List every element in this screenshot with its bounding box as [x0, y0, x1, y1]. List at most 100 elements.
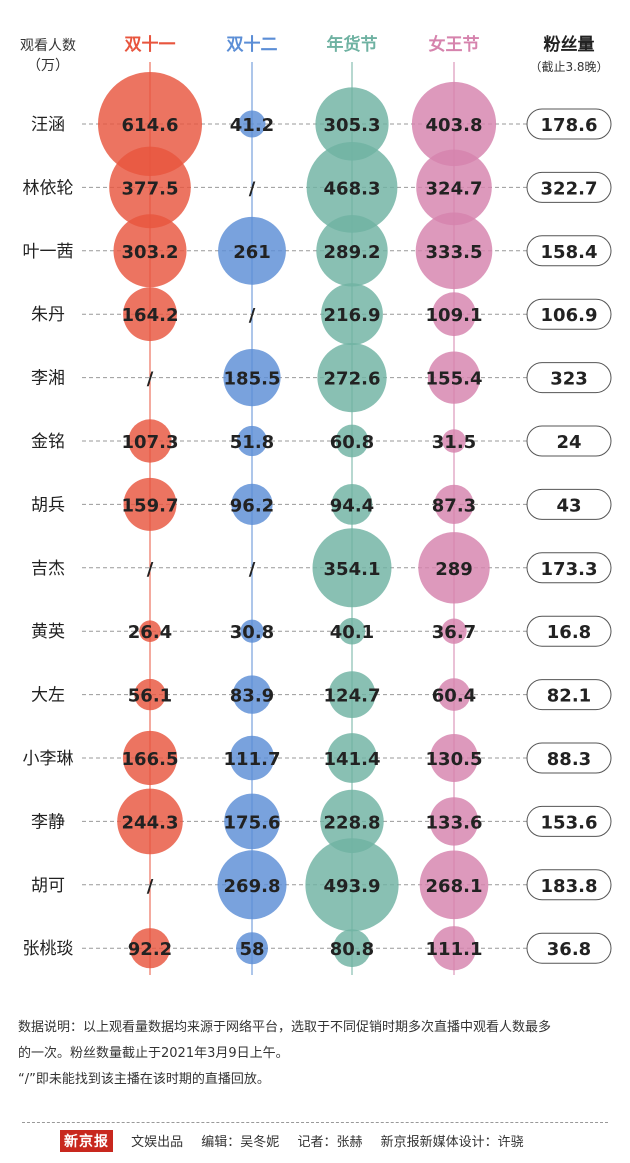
bubble-value-label: 403.8 — [426, 115, 483, 136]
bubble — [338, 617, 366, 645]
bubble — [306, 142, 398, 233]
fans-pill — [526, 615, 612, 647]
bubble — [139, 620, 161, 642]
fans-pill — [526, 235, 612, 267]
bubble-value-label: / — [249, 305, 256, 326]
row-name: 吉杰 — [31, 559, 65, 579]
fans-header: 粉丝量 — [544, 34, 595, 55]
bubble — [217, 850, 287, 920]
bubble — [238, 110, 266, 138]
bubble — [218, 216, 286, 285]
fans-value: 173.3 — [541, 559, 598, 580]
bubble-value-label: / — [147, 876, 154, 897]
bubble-value-label: 96.2 — [230, 495, 274, 516]
bubble-value-label: 36.7 — [432, 622, 476, 643]
fans-value: 323 — [550, 369, 588, 390]
fans-value: 16.8 — [547, 622, 591, 643]
fans-value: 178.6 — [541, 115, 598, 136]
bubble — [333, 929, 371, 968]
bubble-value-label: 333.5 — [426, 242, 483, 263]
bubble — [317, 343, 387, 413]
bubble-value-label: 56.1 — [128, 686, 172, 707]
bubble — [434, 484, 474, 524]
bubble-value-label: 228.8 — [324, 812, 381, 833]
bubble-value-label: 216.9 — [324, 305, 381, 326]
bubble — [316, 215, 388, 287]
row-name: 大左 — [31, 686, 65, 706]
bubble-value-label: 107.3 — [122, 432, 179, 453]
fans-pill — [526, 488, 612, 520]
fans-value: 82.1 — [547, 686, 591, 707]
bubble-value-label: / — [147, 559, 154, 580]
row-name: 李静 — [31, 812, 65, 832]
bubble — [327, 733, 377, 783]
bubble-value-label: 269.8 — [224, 876, 281, 897]
bubble — [331, 484, 373, 525]
bubble-value-label: 493.9 — [324, 876, 381, 897]
bubble — [123, 477, 177, 531]
bubble-value-label: / — [147, 369, 154, 390]
row-name: 胡兵 — [31, 495, 65, 515]
bubble-value-label: 244.3 — [122, 812, 179, 833]
bubble — [427, 351, 481, 404]
fans-pill — [526, 742, 612, 774]
bubble — [415, 212, 493, 290]
row-name: 李湘 — [31, 369, 65, 389]
credit-designer: 新京报新媒体设计：许骁 — [380, 1135, 524, 1150]
credit-producer: 文娱出品 — [131, 1135, 184, 1150]
bubble-value-label: / — [249, 559, 256, 580]
row-name: 金铭 — [31, 432, 65, 452]
bubble — [129, 928, 171, 969]
fans-value: 36.8 — [547, 939, 591, 960]
bubble-value-label: 109.1 — [426, 305, 483, 326]
bubble — [411, 81, 497, 167]
bubble — [416, 149, 492, 226]
column-header-2: 双十二 — [227, 34, 278, 55]
credit-reporter: 记者：张赫 — [297, 1135, 363, 1150]
row-name: 叶一茜 — [23, 242, 74, 262]
row-name: 林依轮 — [23, 178, 74, 198]
row-name: 胡可 — [31, 876, 65, 896]
fans-pill — [526, 425, 612, 457]
bubble-value-label: 289.2 — [324, 242, 381, 263]
bubble — [223, 349, 281, 407]
bubble-value-label: 80.8 — [330, 939, 374, 960]
bubble-value-label: 26.4 — [128, 622, 172, 643]
data-note-line1: 数据说明：以上观看量数据均来源于网络平台，选取于不同促销时期多次直播中观看人数最… — [18, 1020, 552, 1035]
credits-footer: 新京报 文娱出品 编辑：吴冬妮 记者：张赫 新京报新媒体设计：许骁 — [60, 1130, 538, 1152]
fans-value: 322.7 — [541, 178, 598, 199]
bubble-value-label: 30.8 — [230, 622, 274, 643]
row-name: 小李琳 — [23, 749, 74, 769]
bubble-value-label: 111.7 — [224, 749, 281, 770]
bubble-value-label: 94.4 — [330, 495, 374, 516]
bubble — [441, 618, 467, 644]
bubble — [432, 292, 476, 337]
fans-value: 153.6 — [541, 812, 598, 833]
bubble — [312, 528, 392, 608]
fans-pill — [526, 108, 612, 140]
fans-value: 106.9 — [541, 305, 598, 326]
bubble-value-label: 60.8 — [330, 432, 374, 453]
bubble-value-label: 377.5 — [122, 178, 179, 199]
bubble — [109, 146, 191, 229]
bubble-value-label: 166.5 — [122, 749, 179, 770]
bubble-value-label: 58 — [239, 939, 264, 960]
data-note-line3: “/”即未能找到该主播在该时期的直播回放。 — [18, 1072, 270, 1087]
bubble — [431, 926, 477, 971]
bubble — [117, 788, 183, 855]
bubble-value-label: 268.1 — [426, 876, 483, 897]
bubble — [442, 429, 466, 453]
fans-pill — [526, 552, 612, 584]
bubble-value-label: 60.4 — [432, 686, 476, 707]
bubble-value-label: 155.4 — [426, 369, 483, 390]
fans-value: 88.3 — [547, 749, 591, 770]
fans-pill — [526, 679, 612, 711]
bubble — [315, 87, 389, 161]
bubble — [320, 789, 384, 854]
bubble-value-label: 87.3 — [432, 495, 476, 516]
bubble-value-label: 261 — [233, 242, 271, 263]
bubble-value-label: 83.9 — [230, 686, 274, 707]
bubble-value-label: 289 — [435, 559, 473, 580]
bubble — [419, 850, 489, 920]
bubble-value-label: 324.7 — [426, 178, 483, 199]
